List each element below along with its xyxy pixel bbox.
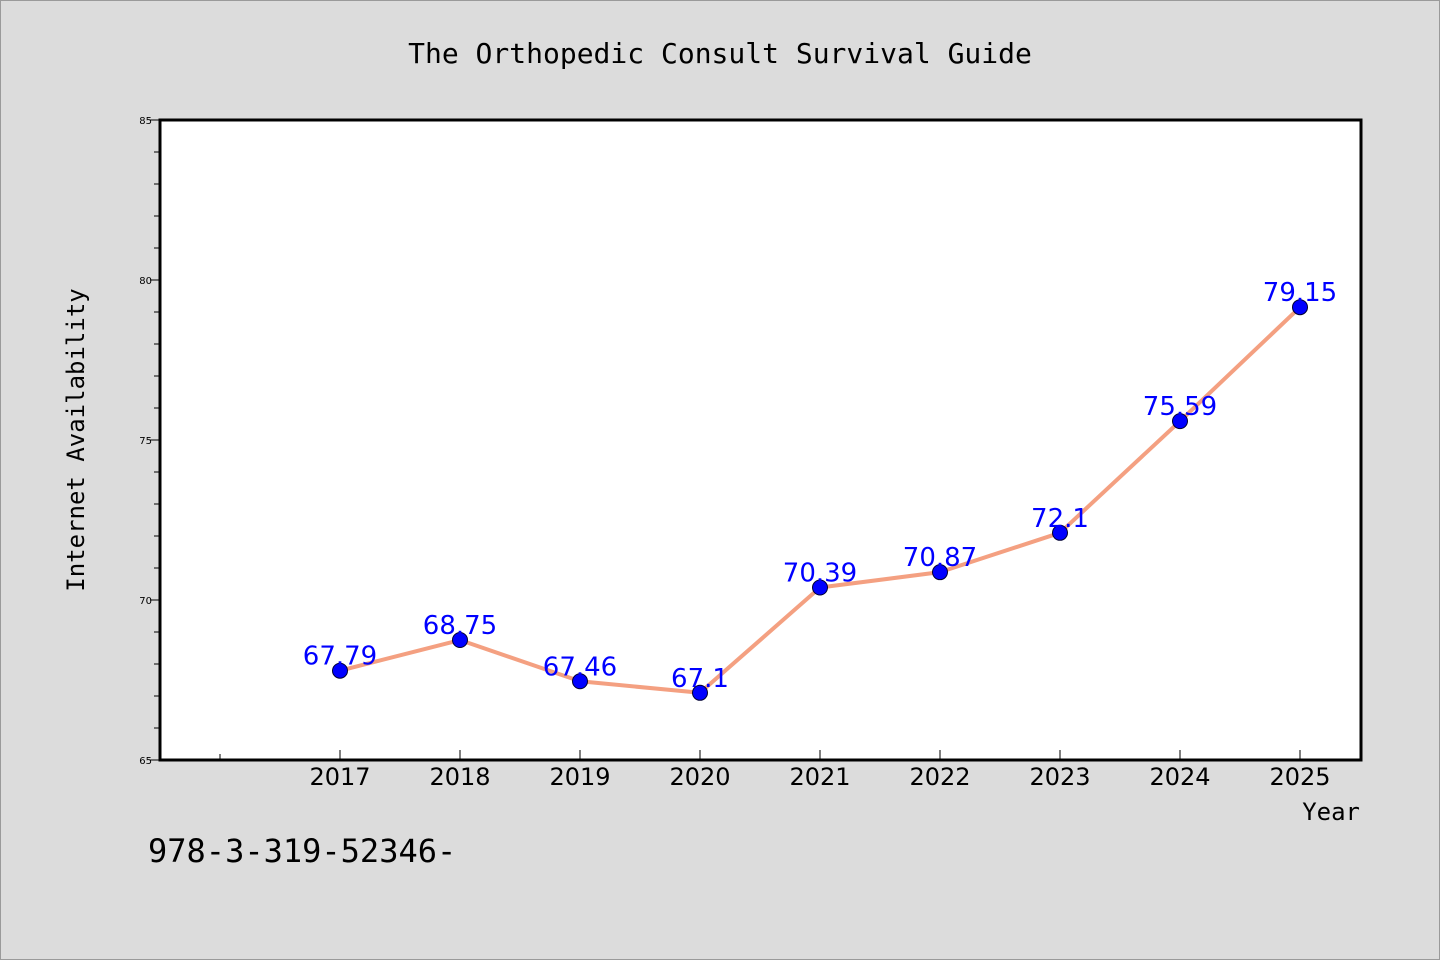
chart-title: The Orthopedic Consult Survival Guide	[408, 37, 1032, 70]
y-tick-label: 70	[139, 596, 152, 607]
data-point	[692, 684, 708, 701]
x-tick-label: 2024	[1149, 763, 1210, 791]
y-tick-label: 75	[139, 436, 152, 447]
data-point	[1292, 299, 1308, 316]
data-point	[1052, 524, 1068, 541]
data-point	[572, 673, 588, 690]
y-axis-label: Internet Availability	[62, 288, 90, 591]
data-label: 67.79	[303, 642, 377, 672]
x-axis-label: Year	[1302, 798, 1360, 826]
data-label: 68.75	[423, 611, 497, 641]
data-label: 75.59	[1143, 392, 1217, 422]
x-tick-label: 2018	[429, 763, 490, 791]
data-label: 72.1	[1031, 504, 1089, 534]
data-point	[812, 579, 828, 596]
data-point	[452, 632, 468, 648]
data-point	[932, 564, 948, 581]
data-label: 79.15	[1263, 278, 1337, 308]
x-tick-label: 2025	[1269, 763, 1330, 791]
axes-layer: 65 70 75 80 85 2017 2018 2019 2020 2021 2022 2023 20…	[139, 116, 1330, 791]
x-tick-label: 2020	[669, 763, 730, 791]
x-tick-label: 2022	[909, 763, 970, 791]
data-label: 67.1	[671, 664, 729, 694]
y-tick-label: 85	[139, 116, 152, 127]
x-tick-label: 2021	[789, 763, 850, 791]
y-tick-label: 65	[139, 756, 152, 767]
data-label: 67.46	[543, 652, 617, 682]
isbn-text: 978-3-319-52346-	[148, 832, 457, 870]
data-point	[332, 662, 348, 679]
x-tick-label: 2023	[1029, 763, 1090, 791]
data-label: 70.87	[903, 543, 977, 573]
y-tick-label: 80	[139, 276, 152, 287]
series-layer: 67.79 68.75 67.46 67.1 70.39 70.87 72.1 75.59 79…	[303, 278, 1337, 701]
x-tick-label: 2019	[549, 763, 610, 791]
data-label: 70.39	[783, 559, 857, 589]
x-tick-label: 2017	[309, 763, 370, 791]
data-point	[1172, 413, 1188, 430]
